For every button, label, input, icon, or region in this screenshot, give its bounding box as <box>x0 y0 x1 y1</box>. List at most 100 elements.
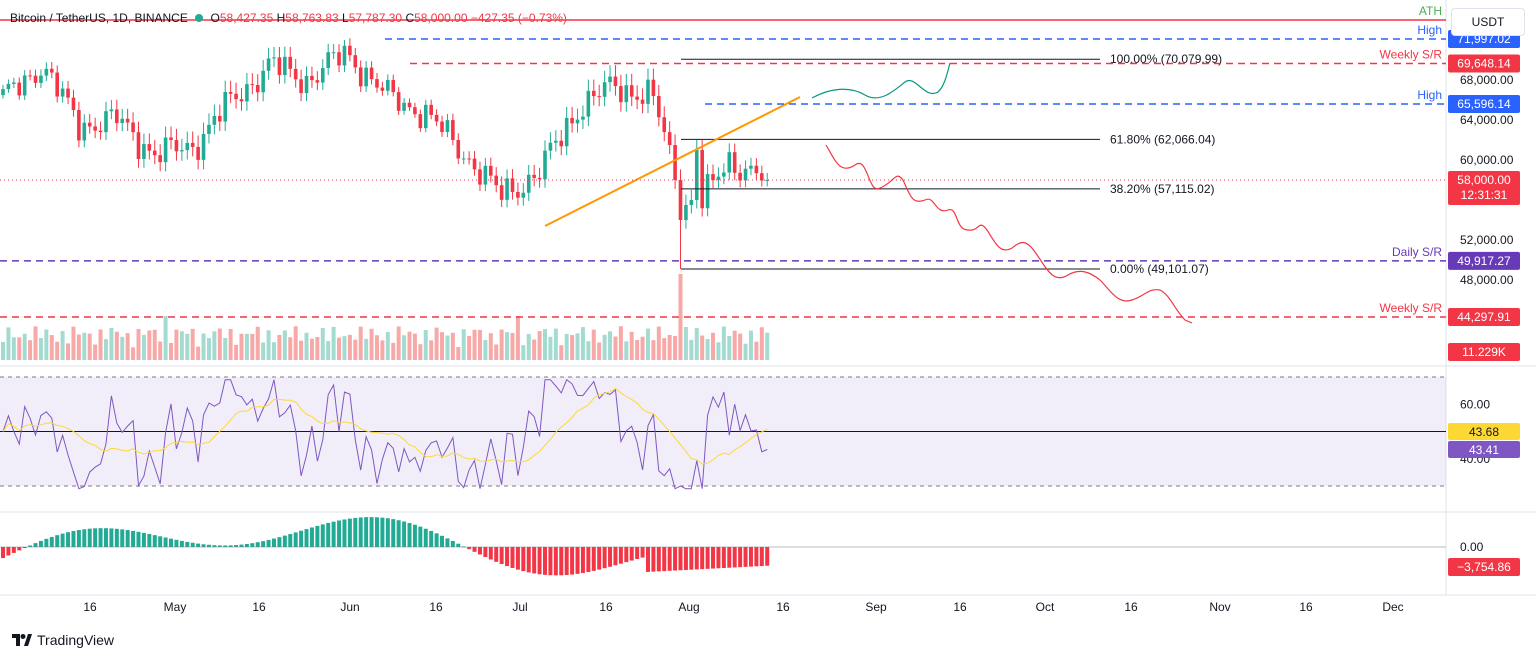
volume-bar <box>11 337 16 360</box>
macd-bar <box>11 547 16 553</box>
candle <box>223 80 228 131</box>
macd-bar <box>396 520 401 547</box>
candle-body <box>732 152 737 173</box>
candle-body <box>77 109 81 141</box>
tradingview-logo[interactable]: TradingView <box>12 632 114 648</box>
candle <box>93 117 97 139</box>
macd-bar <box>98 528 103 547</box>
volume-bar <box>711 332 716 360</box>
candle-body <box>272 57 276 59</box>
candle-body <box>386 79 390 91</box>
candle <box>380 81 385 96</box>
candle <box>657 84 661 127</box>
macd-bar <box>6 547 11 556</box>
macd-bar <box>618 547 623 564</box>
candle-body <box>55 72 59 97</box>
volume-bar <box>288 337 293 360</box>
candle-body <box>651 79 656 97</box>
macd-bar <box>33 543 38 547</box>
macd-bar <box>407 523 412 547</box>
macd-bar <box>532 547 537 574</box>
candle-body <box>293 68 298 80</box>
macd-bar <box>169 538 174 547</box>
volume-bar <box>727 336 732 360</box>
macd-bar <box>765 547 770 566</box>
macd-bar <box>510 547 515 568</box>
volume-bar <box>580 327 585 360</box>
volume-bar <box>136 328 141 360</box>
candle-body <box>104 111 108 133</box>
candle-body <box>510 178 515 192</box>
candle <box>201 122 206 170</box>
volume-bar <box>429 340 434 360</box>
macd-bar <box>553 547 558 576</box>
time-axis-label: 16 <box>429 600 443 614</box>
volume-bar <box>570 335 575 360</box>
volume-bar <box>597 342 602 360</box>
macd-bar <box>293 532 298 547</box>
symbol-title[interactable]: Bitcoin / TetherUS, 1D, BINANCE <box>10 11 188 25</box>
candle <box>613 65 618 96</box>
candle-body <box>17 82 22 96</box>
low-label: L <box>342 11 349 25</box>
candle-body <box>440 121 444 133</box>
volume-bar <box>234 344 239 360</box>
candle-body <box>749 165 753 169</box>
candle <box>423 99 428 133</box>
currency-button[interactable]: USDT <box>1451 8 1525 36</box>
candle-body <box>434 114 439 122</box>
candle-body <box>483 165 488 185</box>
macd-bar <box>347 518 352 547</box>
volume-bar <box>515 316 520 360</box>
candle <box>548 132 553 160</box>
candle <box>77 101 81 148</box>
candle-body <box>678 180 683 220</box>
macd-bar <box>521 547 526 572</box>
candle-body <box>22 75 27 96</box>
candle-body <box>456 139 461 159</box>
candle-body <box>190 142 195 147</box>
volume-bar <box>537 330 542 360</box>
volume-bar <box>683 326 688 360</box>
candle-body <box>543 150 547 180</box>
volume-bar <box>266 330 271 360</box>
candle-body <box>315 80 320 83</box>
volume-bar <box>499 329 504 360</box>
candle <box>760 165 764 187</box>
macd-bar <box>255 542 260 547</box>
candle-body <box>152 150 157 156</box>
macd-bar <box>196 543 201 547</box>
candle-body <box>402 102 406 111</box>
volume-bar <box>369 328 374 360</box>
macd-bar <box>738 547 743 568</box>
volume-bar <box>380 340 385 360</box>
candle-body <box>87 122 92 127</box>
candle <box>743 160 748 188</box>
candle-body <box>445 120 450 133</box>
volume-bar <box>217 328 222 360</box>
volume-bar <box>353 339 358 360</box>
candle-body <box>277 57 282 76</box>
candle <box>640 88 645 114</box>
candle <box>17 77 22 100</box>
axes: 68,000.00 64,000.00 60,000.00 52,000.00 48,0… <box>83 73 1520 614</box>
macd-bar <box>152 535 157 547</box>
macd-bar <box>374 517 379 547</box>
volume-bar <box>22 333 27 360</box>
candle-body <box>115 109 119 124</box>
volume-bar <box>488 333 493 360</box>
macd-bar <box>82 529 87 547</box>
volume-bar <box>277 334 282 360</box>
time-axis-label: Sep <box>865 600 887 614</box>
candle <box>722 163 726 185</box>
symbol-header: Bitcoin / TetherUS, 1D, BINANCE O58,427.… <box>10 11 567 25</box>
candle <box>261 60 265 102</box>
candle <box>608 65 612 92</box>
candle <box>22 70 27 100</box>
volume-bar <box>694 328 699 360</box>
candle <box>591 79 596 106</box>
candle <box>516 182 520 206</box>
volume-bar <box>445 335 450 360</box>
candle <box>559 130 564 156</box>
